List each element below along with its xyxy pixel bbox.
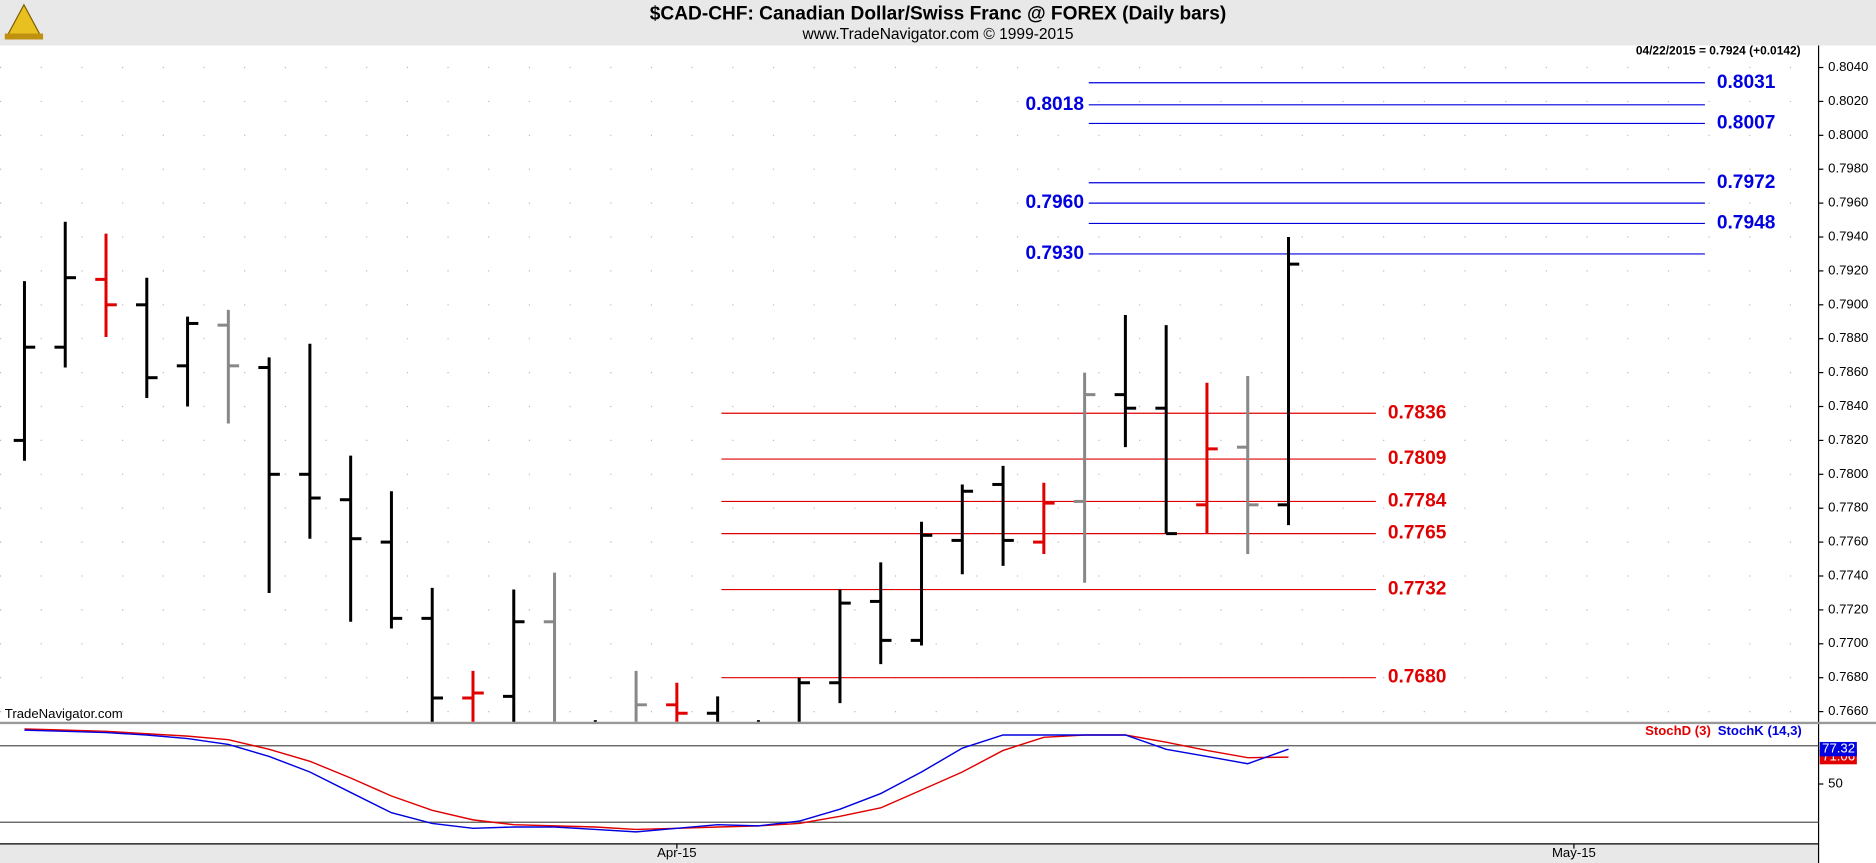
chart-title: $CAD-CHF: Canadian Dollar/Swiss Franc @ … bbox=[650, 3, 1226, 24]
y-tick-label: 0.7720 bbox=[1828, 601, 1868, 616]
y-tick-label: 0.7960 bbox=[1828, 195, 1868, 210]
y-tick-label: 0.7860 bbox=[1828, 364, 1868, 379]
y-tick-label: 0.8020 bbox=[1828, 93, 1868, 108]
legend-entry: StochK (14,3) bbox=[1718, 723, 1802, 738]
last-value-label: 77.32 bbox=[1822, 741, 1855, 756]
header-quote: 04/22/2015 = 0.7924 (+0.0142) bbox=[1636, 44, 1801, 58]
level-label: 0.7836 bbox=[1388, 402, 1446, 423]
level-label: 0.7732 bbox=[1388, 579, 1446, 600]
y-tick-label: 0.7920 bbox=[1828, 262, 1868, 277]
level-label: 0.8007 bbox=[1717, 113, 1775, 134]
y-tick-label: 0.7780 bbox=[1828, 500, 1868, 515]
y-tick-label: 0.7840 bbox=[1828, 398, 1868, 413]
y-tick-label: 0.7660 bbox=[1828, 703, 1868, 718]
level-label: 0.7972 bbox=[1717, 172, 1775, 193]
level-label: 0.7809 bbox=[1388, 448, 1446, 469]
price-pane bbox=[0, 45, 1819, 722]
y-tick-label: 0.8000 bbox=[1828, 127, 1868, 142]
level-label: 0.7960 bbox=[1025, 192, 1083, 213]
legend-entry: StochD (3) bbox=[1645, 723, 1711, 738]
level-label: 0.7765 bbox=[1388, 523, 1447, 544]
y-tick-label: 0.7760 bbox=[1828, 534, 1868, 549]
level-label: 0.8018 bbox=[1025, 94, 1084, 115]
level-label: 0.7948 bbox=[1717, 213, 1776, 234]
chart-subtitle: www.TradeNavigator.com © 1999-2015 bbox=[802, 26, 1074, 43]
level-label: 0.7930 bbox=[1025, 243, 1083, 264]
level-label: 0.7784 bbox=[1388, 490, 1447, 511]
level-label: 0.8031 bbox=[1717, 72, 1776, 93]
stoch-line bbox=[24, 729, 1289, 833]
y-tick-label: 0.7980 bbox=[1828, 161, 1868, 176]
stoch-pane bbox=[0, 724, 1819, 844]
last-value-tag bbox=[1819, 741, 1857, 757]
x-tick-label: May-15 bbox=[1552, 845, 1596, 860]
y-tick-label: 0.7940 bbox=[1828, 228, 1868, 243]
y-tick-label: 50 bbox=[1828, 775, 1843, 790]
x-axis bbox=[0, 843, 1819, 863]
title-bar bbox=[0, 0, 1876, 46]
y-tick-label: 0.7680 bbox=[1828, 669, 1868, 684]
y-tick-label: 0.8040 bbox=[1828, 59, 1868, 74]
logo bbox=[4, 3, 44, 40]
level-label: 0.7680 bbox=[1388, 667, 1446, 688]
y-tick-label: 0.7740 bbox=[1828, 567, 1868, 582]
y-tick-label: 0.7700 bbox=[1828, 635, 1868, 650]
y-tick-label: 0.7880 bbox=[1828, 330, 1868, 345]
y-tick-label: 0.7820 bbox=[1828, 432, 1868, 447]
y-tick-label: 0.7900 bbox=[1828, 296, 1868, 311]
y-tick-label: 0.7800 bbox=[1828, 466, 1868, 481]
price-plot bbox=[0, 66, 1819, 722]
watermark: TradeNavigator.com bbox=[5, 706, 123, 721]
y-axis bbox=[1818, 45, 1876, 863]
x-tick-label: Apr-15 bbox=[657, 845, 696, 860]
